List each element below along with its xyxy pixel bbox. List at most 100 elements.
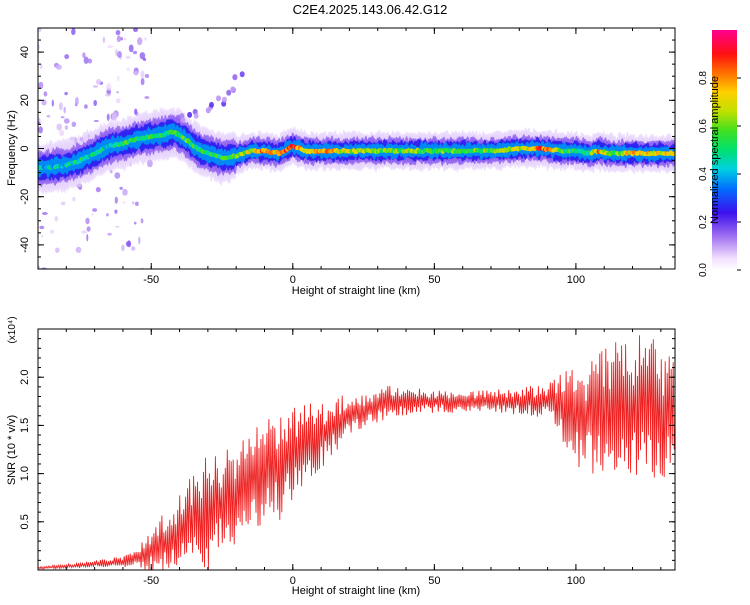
heatmap-noise-cell (54, 215, 58, 222)
heatmap-noise-cell (82, 52, 86, 59)
y-tick-label: 1.0 (19, 466, 31, 481)
x-tick-label: 0 (290, 274, 296, 286)
heatmap-branch-cell (216, 95, 221, 102)
heatmap-noise-cell (131, 246, 136, 251)
heatmap-noise-cell (42, 212, 48, 215)
heatmap-noise-cell (106, 113, 110, 122)
snr-x-axis-label: Height of straight line (km) (292, 585, 420, 597)
heatmap-noise-cell (144, 74, 150, 78)
snr-y-axis-label: SNR (10 * v/v) (6, 415, 18, 485)
heatmap-branch-cell (209, 101, 214, 108)
heatmap-noise-cell (115, 29, 121, 36)
heatmap-noise-cell (117, 75, 120, 82)
heatmap-branch-cell (205, 107, 211, 114)
y-tick-label: 20 (19, 94, 31, 106)
heatmap-noise-cell (121, 244, 125, 252)
heatmap-branch-cell (230, 86, 236, 93)
heatmap-noise-cell (137, 37, 143, 46)
y-tick-label: -40 (19, 237, 31, 253)
heatmap-noise-cell (125, 56, 131, 59)
heatmap-noise-cell (87, 58, 93, 64)
heatmap-noise-cell (135, 201, 139, 206)
colorbar-tick-label: 0.0 (698, 263, 709, 277)
colorbar-gradient (712, 30, 737, 270)
spectrogram-axes: -50 0 50 100 -40 -20 0 20 40 (19, 27, 675, 286)
heatmap-noise-cell (107, 232, 112, 236)
snr-panel: -50 0 50 100 0.5 1.0 1.5 2.0 Height of straight… (6, 316, 676, 597)
heatmap-noise-cell (91, 213, 94, 216)
heatmap-noise-cell (56, 123, 62, 131)
spectrogram-y-axis-label: Frequency (Hz) (6, 110, 18, 186)
heatmap-noise-cell (69, 28, 73, 32)
heatmap-noise-cell (116, 91, 119, 94)
heatmap-noise-cell (140, 78, 145, 86)
heatmap-noise-cell (55, 247, 60, 253)
y-tick-label: -20 (19, 189, 31, 205)
heatmap-noise-cell (75, 97, 79, 105)
colorbar: 0.0 0.2 0.4 0.6 0.8 Normalized spectral ampl… (698, 30, 741, 277)
heatmap-noise-cell (95, 78, 102, 85)
x-tick-label: -50 (143, 274, 159, 286)
x-tick-label: 100 (567, 274, 585, 286)
heatmap-noise-cell (75, 246, 82, 253)
y-tick-label: 40 (19, 46, 31, 58)
heatmap-noise-cell (132, 50, 138, 55)
heatmap-noise-cell (95, 187, 101, 193)
heatmap-branch-cell (226, 89, 232, 96)
heatmap-noise-cell (39, 225, 45, 230)
heatmap-noise-cell (59, 102, 63, 111)
heatmap-noise-cell (114, 209, 118, 214)
heatmap-noise-cell (51, 99, 54, 107)
colorbar-label: Normalized spectral amplitude (709, 76, 721, 224)
heatmap-noise-cell (72, 196, 76, 202)
heatmap-noise-cell (93, 119, 99, 123)
y-tick-label: 2.0 (19, 370, 31, 385)
heatmap-noise-cell (93, 99, 97, 107)
heatmap-noise-cell (90, 28, 95, 32)
y-tick-label: 1.5 (19, 418, 31, 433)
heatmap-noise-cell (38, 126, 43, 134)
heatmap-noise-cell (46, 114, 51, 118)
heatmap-noise-cell (144, 37, 147, 41)
heatmap-noise-cell (63, 118, 70, 124)
heatmap-noise-cell (55, 64, 62, 70)
heatmap-noise-cell (114, 172, 121, 179)
heatmap-noise-cell (119, 186, 123, 190)
heatmap-noise-cell (116, 35, 122, 43)
heatmap-noise-cell (84, 104, 88, 109)
heatmap-branch-cell (221, 96, 227, 103)
heatmap-noise-cell (86, 234, 89, 242)
heatmap-noise-cell (83, 56, 89, 64)
colorbar-tick-label: 0.8 (698, 71, 709, 85)
snr-frame (37, 328, 676, 571)
heatmap-branch-cell (232, 74, 238, 81)
heatmap-noise-cell (115, 225, 120, 228)
heatmap-noise-cell (123, 38, 127, 41)
heatmap-noise-cell (71, 28, 76, 36)
heatmap-noise-cell (111, 112, 118, 121)
snr-y-multiplier: (x10⁴) (7, 316, 18, 343)
x-tick-label: 100 (567, 575, 585, 587)
colorbar-tick-label: 0.2 (698, 215, 709, 229)
heatmap-noise-cell (142, 57, 147, 62)
heatmap-noise-cell (85, 217, 90, 225)
heatmap-noise-cell (50, 229, 55, 234)
heatmap-noise-cell (63, 106, 66, 114)
heatmap-noise-cell (71, 121, 77, 128)
snr-axes: -50 0 50 100 0.5 1.0 1.5 2.0 (19, 329, 675, 587)
x-tick-label: 0 (290, 575, 296, 587)
x-tick-label: -50 (143, 575, 159, 587)
heatmap-noise-cell (138, 236, 141, 245)
heatmap-noise-cell (43, 91, 48, 97)
x-tick-label: 50 (428, 575, 440, 587)
heatmap-noise-cell (134, 108, 138, 115)
heatmap-noise-cell (133, 221, 137, 225)
heatmap-branch-cell (193, 112, 199, 119)
heatmap-noise-cell (81, 230, 88, 234)
heatmap-noise-cell (38, 121, 41, 125)
heatmap-noise-cell (92, 208, 98, 212)
heatmap-noise-cell (117, 51, 122, 58)
spectrogram-panel: -50 0 50 100 -40 -20 0 20 40 Height of straight … (6, 27, 676, 297)
spectrogram-heatmap (38, 28, 675, 269)
